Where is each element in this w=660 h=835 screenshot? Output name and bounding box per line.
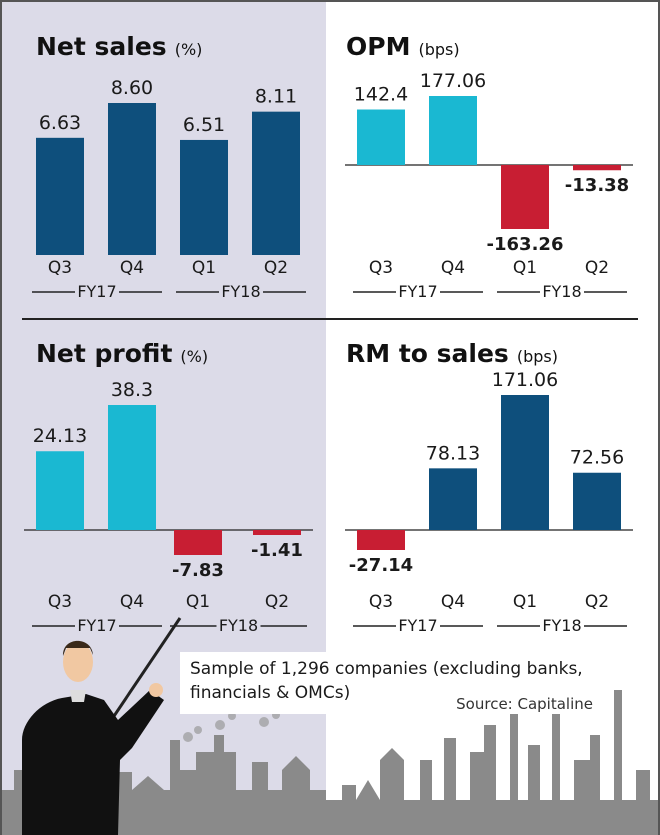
rm_to_sales-value-label-q1: 171.06 <box>492 369 558 391</box>
opm-value-label-q1: -163.26 <box>487 234 564 255</box>
presenter-head <box>63 642 93 682</box>
rm_to_sales-tick-q4: Q4 <box>441 592 465 612</box>
opm-title: OPM <box>346 32 410 61</box>
net_sales-tick-q4: Q4 <box>120 258 144 278</box>
net_profit-tick-q4: Q4 <box>120 592 144 612</box>
net_sales-value-label-q4: 8.60 <box>111 77 153 99</box>
rm_to_sales-bar-q2 <box>573 472 621 530</box>
opm-group-label-fy18: FY18 <box>542 282 581 301</box>
net_profit-bar-q4 <box>108 405 156 530</box>
opm-tick-q4: Q4 <box>441 258 465 278</box>
net_profit-title: Net profit <box>36 339 172 368</box>
opm-unit: (bps) <box>418 40 459 59</box>
sample-note-line-2: financials & OMCs) <box>190 683 350 703</box>
net_profit-bar-q3 <box>36 451 84 530</box>
net_sales-tick-q1: Q1 <box>192 258 216 278</box>
city-silhouette-right <box>326 690 658 835</box>
net_sales-bar-q4 <box>108 103 156 255</box>
net_profit-unit: (%) <box>180 347 208 366</box>
net_sales-tick-q2: Q2 <box>264 258 288 278</box>
net_profit-value-label-q3: 24.13 <box>33 425 87 447</box>
net_profit-value-label-q2: -1.41 <box>251 540 303 561</box>
opm-bar-q2 <box>573 165 621 171</box>
pointer-stick <box>108 617 182 723</box>
net_profit-bar-q1 <box>174 530 222 555</box>
net_sales-value-label-q3: 6.63 <box>39 112 81 134</box>
opm-tick-q1: Q1 <box>513 258 537 278</box>
rm_to_sales-tick-q3: Q3 <box>369 592 393 612</box>
net_sales-bar-q2 <box>252 111 300 255</box>
net_sales-unit: (%) <box>175 40 203 59</box>
net_sales-bar-q1 <box>180 139 228 255</box>
opm-value-label-q2: -13.38 <box>565 175 629 196</box>
net_sales-title: Net sales <box>36 32 167 61</box>
net_sales-bar-q3 <box>36 137 84 255</box>
net_profit-tick-q1: Q1 <box>186 592 210 612</box>
net_profit-value-label-q1: -7.83 <box>172 560 224 581</box>
opm-group-label-fy17: FY17 <box>398 282 437 301</box>
rm_to_sales-group-label-fy17: FY17 <box>398 616 437 635</box>
rm_to_sales-group-label-fy18: FY18 <box>542 616 581 635</box>
opm-value-label-q3: 142.4 <box>354 84 408 106</box>
opm-bar-q4 <box>429 96 477 165</box>
opm-bar-q3 <box>357 109 405 165</box>
charts-layer: Net sales (%) 6.63 Q3 8.60 Q4 6.51 Q1 8.11 Q2 FY17… <box>24 32 633 635</box>
rm_to_sales-value-label-q4: 78.13 <box>426 442 480 464</box>
net_profit-tick-q3: Q3 <box>48 592 72 612</box>
presenter-figure-illustration <box>22 617 182 835</box>
rm_to_sales-bar-q1 <box>501 395 549 530</box>
opm-bar-q1 <box>501 165 549 229</box>
rm_to_sales-tick-q1: Q1 <box>513 592 537 612</box>
net_profit-value-label-q4: 38.3 <box>111 379 153 401</box>
sample-note-line-1: Sample of 1,296 companies (excluding ban… <box>190 659 583 679</box>
presenter-collar <box>70 690 86 702</box>
source-label: Source: Capitaline <box>456 695 593 713</box>
rm_to_sales-bar-q4 <box>429 468 477 530</box>
net_profit-tick-q2: Q2 <box>265 592 289 612</box>
net_sales-tick-q3: Q3 <box>48 258 72 278</box>
rm_to_sales-title: RM to sales <box>346 339 509 368</box>
rm_to_sales-bar-q3 <box>357 530 405 550</box>
rm_to_sales-value-label-q2: 72.56 <box>570 447 624 469</box>
net_sales-group-label-fy18: FY18 <box>221 282 260 301</box>
net_profit-group-label-fy17: FY17 <box>77 616 116 635</box>
net_profit-group-label-fy18: FY18 <box>219 616 258 635</box>
presenter-hand <box>149 683 163 697</box>
opm-tick-q2: Q2 <box>585 258 609 278</box>
net_sales-value-label-q1: 6.51 <box>183 114 225 136</box>
net_profit-bar-q2 <box>253 530 301 535</box>
presenter-hair <box>62 640 93 656</box>
net_sales-value-label-q2: 8.11 <box>255 86 297 108</box>
note-box <box>180 652 603 714</box>
rm_to_sales-tick-q2: Q2 <box>585 592 609 612</box>
rm_to_sales-value-label-q3: -27.14 <box>349 555 413 576</box>
opm-tick-q3: Q3 <box>369 258 393 278</box>
presenter-body <box>22 690 164 835</box>
rm_to_sales-unit: (bps) <box>517 347 558 366</box>
net_sales-group-label-fy17: FY17 <box>77 282 116 301</box>
opm-value-label-q4: 177.06 <box>420 70 486 92</box>
